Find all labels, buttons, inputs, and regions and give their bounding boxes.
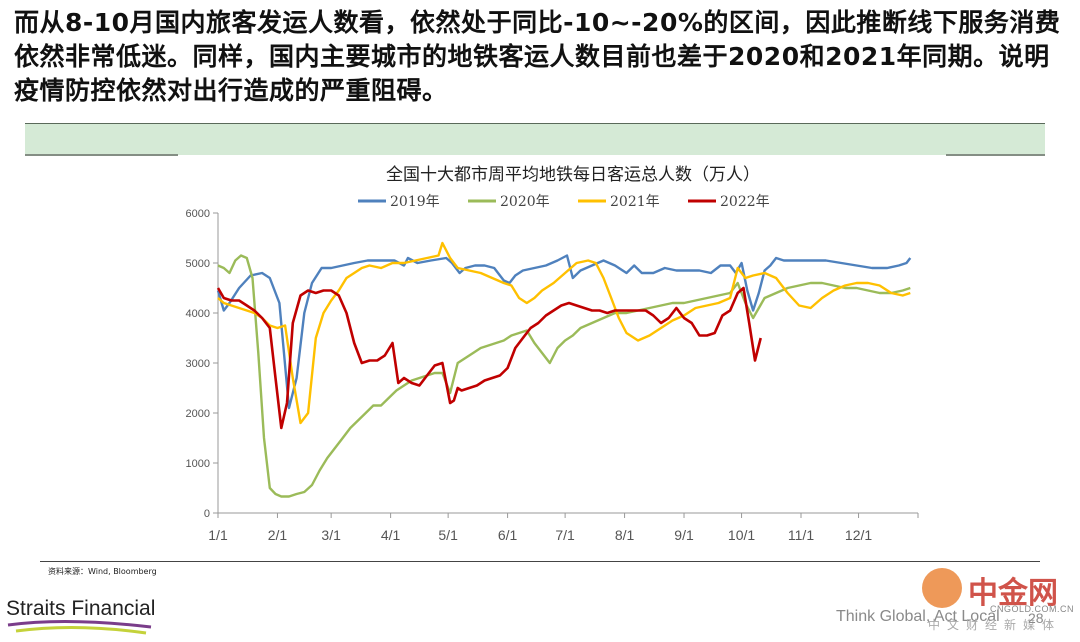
chart-legend: 2019年 2020年 2021年 2022年 xyxy=(358,194,770,210)
y-tick-label: 2000 xyxy=(186,408,210,420)
series-line-2021年 xyxy=(217,241,911,425)
logo-swoosh-icon xyxy=(7,619,152,635)
plot-lines xyxy=(216,241,912,498)
x-tick-label: 10/1 xyxy=(728,527,755,543)
y-tick-label: 5000 xyxy=(186,258,210,270)
x-tick-label: 8/1 xyxy=(615,527,635,543)
series-line-2022年 xyxy=(216,286,762,430)
series-line-2020年 xyxy=(217,254,911,498)
footer-rule xyxy=(40,561,1040,562)
x-tick-label: 3/1 xyxy=(321,527,341,543)
page-number: 28 xyxy=(1028,610,1044,626)
x-tick-label: 4/1 xyxy=(381,527,401,543)
y-tick-label: 1000 xyxy=(186,458,210,470)
y-tick-label: 0 xyxy=(204,508,210,520)
x-tick-label: 12/1 xyxy=(845,527,872,543)
straits-financial-logo: Straits Financial xyxy=(6,597,156,635)
watermark-text: 中金网 xyxy=(968,576,1058,611)
x-axis: 1/1 2/1 3/1 4/1 5/1 6/1 7/1 8/1 9/1 10/1 11/1 12/1 xyxy=(208,512,919,543)
legend-label: 2019年 xyxy=(390,194,440,210)
x-tick-label: 7/1 xyxy=(555,527,575,543)
watermark-domain: CNGOLD.COM.CN xyxy=(990,604,1075,614)
y-tick-label: 6000 xyxy=(186,208,210,220)
watermark-subtitle: 中文财经新媒体 xyxy=(928,618,1062,632)
x-tick-label: 6/1 xyxy=(498,527,518,543)
x-tick-label: 9/1 xyxy=(674,527,694,543)
y-tick-label: 4000 xyxy=(186,308,210,320)
headline-text: 而从8-10月国内旅客发运人数看，依然处于同比-10~-20%的区间，因此推断线… xyxy=(14,8,1061,105)
x-tick-label: 2/1 xyxy=(268,527,288,543)
x-tick-label: 5/1 xyxy=(438,527,458,543)
watermark-logo-icon xyxy=(922,568,962,608)
x-tick-label: 11/1 xyxy=(788,527,814,543)
chart-area-background xyxy=(178,155,946,517)
x-tick-label: 1/1 xyxy=(208,527,228,543)
y-tick-label: 3000 xyxy=(186,358,210,370)
logo-text: Straits Financial xyxy=(6,597,156,620)
source-note: 资料来源：Wind, Bloomberg xyxy=(48,567,157,576)
footer-tagline: Think Global, Act Local xyxy=(836,608,1000,625)
legend-label: 2020年 xyxy=(500,194,550,210)
series-line-2019年 xyxy=(216,254,912,410)
chart-title: 全国十大都市周平均地铁每日客运总人数（万人） xyxy=(386,165,760,185)
y-axis: 0 1000 2000 3000 4000 5000 6000 xyxy=(186,208,219,520)
header-band xyxy=(25,123,1045,156)
legend-label: 2021年 xyxy=(610,194,660,210)
legend-label: 2022年 xyxy=(720,194,770,210)
